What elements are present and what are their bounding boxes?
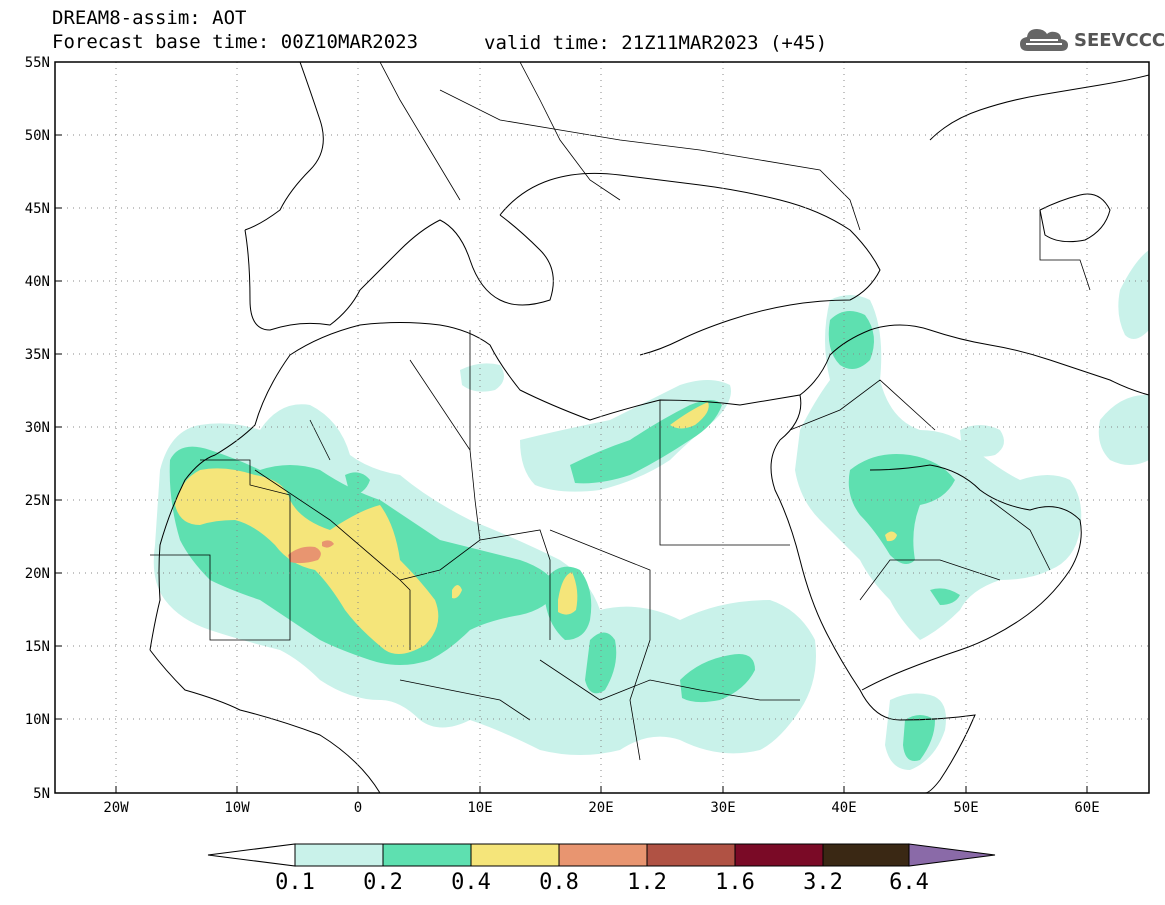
colorbar-label: 0.4 [451,870,491,895]
colorbar [207,843,996,867]
lat-label: 50N [25,128,50,144]
product-title: DREAM8-assim: AOT [52,7,247,29]
lon-label: 50E [953,800,978,816]
lon-label: 20W [103,800,129,816]
colorbar-under-arrow [207,843,296,867]
lat-label: 10N [25,712,50,728]
colorbar-label: 0.2 [363,870,403,895]
colorbar-bin [734,843,824,867]
colorbar-label: 0.8 [539,870,579,895]
lon-label: 40E [831,800,856,816]
lat-label: 40N [25,274,50,290]
lon-label: 10W [224,800,250,816]
lat-label: 25N [25,493,50,509]
valid-time: valid time: 21Z11MAR2023 (+45) [484,32,828,54]
colorbar-bin [294,843,384,867]
lat-label: 5N [33,786,50,802]
lat-label: 55N [25,55,50,71]
colorbar-label: 6.4 [889,870,929,895]
lat-label: 30N [25,420,50,436]
seevccc-logo: SEEVCCC [1018,24,1165,56]
colorbar-bin [822,843,910,867]
lon-label: 60E [1074,800,1099,816]
lon-label: 30E [710,800,735,816]
lat-label: 35N [25,347,50,363]
aot-contour-0.8 [288,540,334,564]
lon-label: 10E [467,800,492,816]
lat-label: 20N [25,566,50,582]
colorbar-over-arrow [908,843,996,867]
colorbar-bin [470,843,560,867]
grid-lines [55,62,1149,793]
lat-label: 45N [25,201,50,217]
colorbar-label: 1.6 [715,870,755,895]
latitude-labels: 55N 50N 45N 40N 35N 30N 25N 20N 15N 10N … [25,55,50,802]
colorbar-label: 1.2 [627,870,667,895]
axis-ticks [55,61,1088,794]
colorbar-bin [558,843,648,867]
lon-label: 20E [588,800,613,816]
colorbar-label: 0.1 [275,870,315,895]
colorbar-label: 3.2 [803,870,843,895]
aot-fields [55,62,1149,793]
longitude-labels: 20W 10W 0 10E 20E 30E 40E 50E 60E [103,800,1099,816]
lat-label: 15N [25,639,50,655]
logo-text: SEEVCCC [1074,29,1165,51]
coastlines [149,62,1149,793]
forecast-base-time: Forecast base time: 00Z10MAR2023 [52,31,419,53]
colorbar-bin [646,843,736,867]
lon-label: 0 [354,800,362,816]
colorbar-bin [382,843,472,867]
cloud-icon [1020,29,1068,51]
